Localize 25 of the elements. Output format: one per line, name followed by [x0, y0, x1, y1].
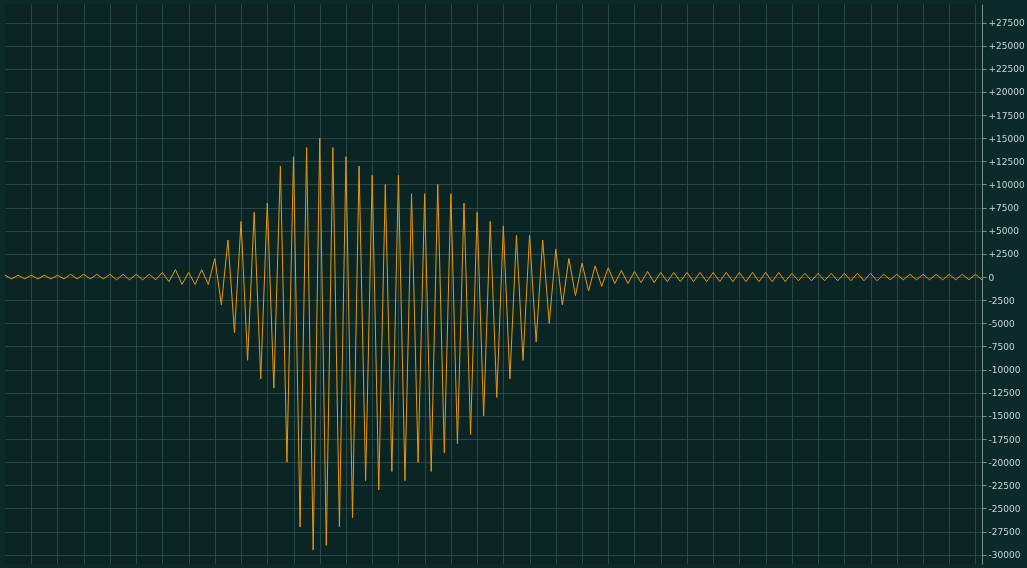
y-tick-label: +12500 [988, 156, 1025, 167]
line-series [5, 137, 982, 551]
y-tick-label: -12500 [988, 388, 1021, 399]
y-tick-label: +22500 [988, 64, 1025, 75]
y-tick-label: -27500 [988, 527, 1021, 538]
y-tick-label: 0 [988, 272, 995, 283]
y-tick-label: +5000 [988, 226, 1020, 237]
y-tick-label: +17500 [988, 110, 1025, 121]
y-tick-label: +7500 [988, 203, 1020, 214]
y-tick-label: -5000 [988, 318, 1015, 329]
y-tick-label: -15000 [988, 411, 1021, 422]
y-tick-label: -20000 [988, 457, 1021, 468]
y-tick-label: +15000 [988, 133, 1025, 144]
y-tick-label: -17500 [988, 434, 1021, 445]
y-tick-label: +2500 [988, 249, 1020, 260]
y-tick-label: +10000 [988, 180, 1025, 190]
y-tick-label: +25000 [988, 41, 1025, 52]
y-tick-label: -30000 [988, 550, 1021, 561]
y-tick-label: -2500 [988, 295, 1015, 306]
y-tick-label: +27500 [988, 18, 1025, 29]
y-tick-label: -22500 [988, 480, 1021, 491]
y-tick-label: -7500 [988, 341, 1015, 352]
y-tick-label: +20000 [988, 87, 1025, 98]
y-tick-label: -25000 [988, 503, 1021, 514]
y-tick-label: -10000 [988, 365, 1021, 376]
